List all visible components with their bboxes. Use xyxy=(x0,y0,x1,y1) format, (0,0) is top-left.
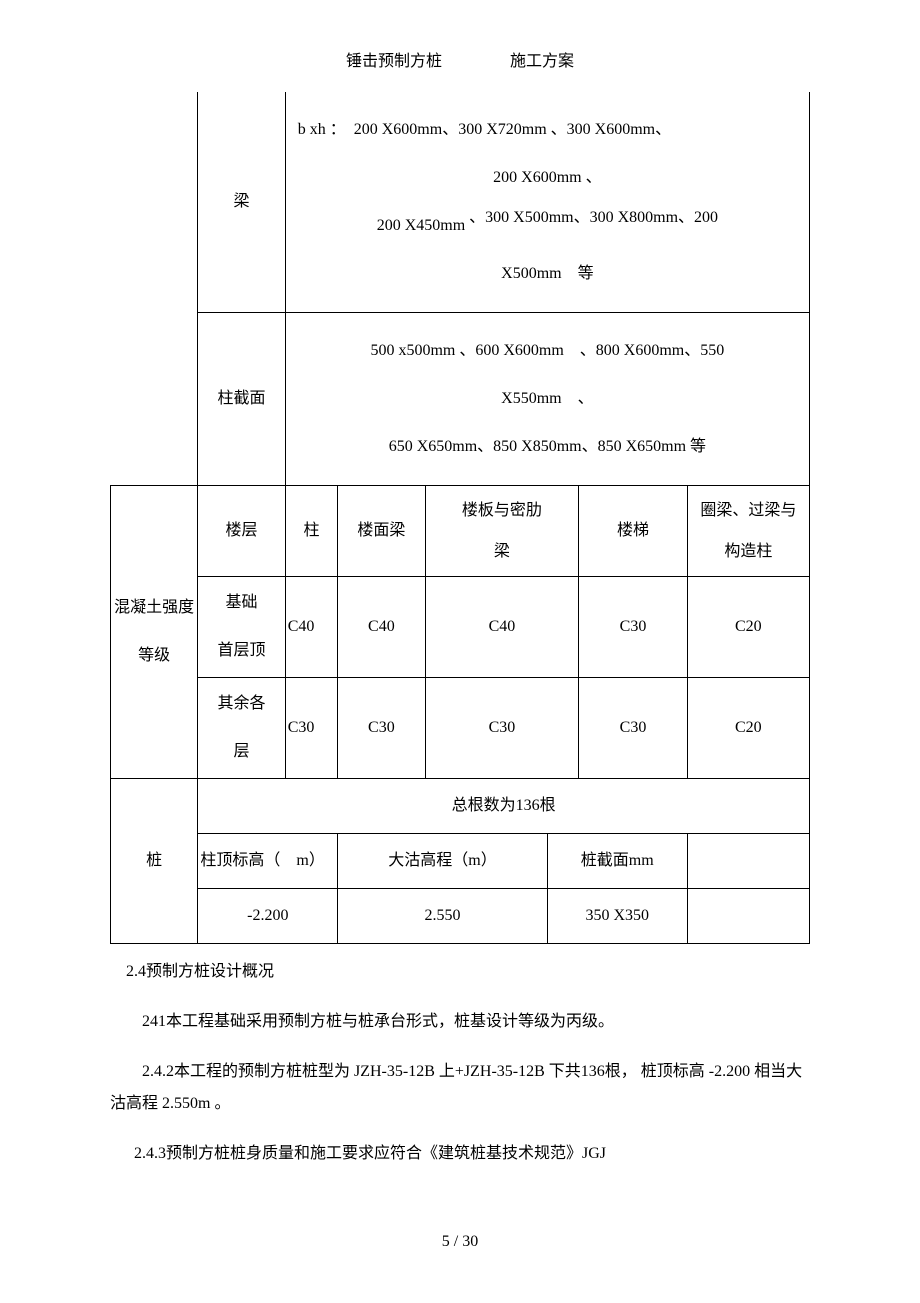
column-section-content: 500 x500mm 、600 X600mm 、800 X600mm、550 X… xyxy=(285,313,809,486)
beam-line3: 200 X450mm 、300 X500mm、300 X800mm、200 xyxy=(292,202,803,250)
column-section-label: 柱截面 xyxy=(198,313,285,486)
concrete-h-beam: 楼面梁 xyxy=(338,486,425,577)
concrete-h-slab: 楼板与密肋 梁 xyxy=(425,486,579,577)
empty-cell xyxy=(111,92,198,486)
paragraph-3: 2.4.2本工程的预制方桩桩型为 JZH-35-12B 上+JZH-35-12B… xyxy=(110,1056,810,1120)
concrete-r1-v4: C30 xyxy=(579,577,687,678)
beam-label: 梁 xyxy=(198,92,285,313)
main-table: 梁 b xh ： 200 X600mm、300 X720mm 、300 X600… xyxy=(110,92,810,944)
beam-content: b xh ： 200 X600mm、300 X720mm 、300 X600mm… xyxy=(285,92,809,313)
concrete-r1-v3: C40 xyxy=(425,577,579,678)
colsec-line2: X550mm 、 xyxy=(292,375,803,423)
page-footer: 5 / 30 xyxy=(110,1230,810,1254)
concrete-r1-v2: C40 xyxy=(338,577,425,678)
beam-line4: X500mm 等 xyxy=(292,250,803,298)
concrete-r2-v5: C20 xyxy=(687,678,809,779)
concrete-r1-v1: C40 xyxy=(285,577,337,678)
concrete-h-floor: 楼层 xyxy=(198,486,285,577)
concrete-h-ring: 圈梁、过梁与 构造柱 xyxy=(687,486,809,577)
pile-h3: 桩截面mm xyxy=(547,834,687,889)
beam-line3-left: 200 X450mm xyxy=(377,202,465,250)
pile-v3: 350 X350 xyxy=(547,889,687,944)
page-header: 锤击预制方桩 施工方案 xyxy=(110,50,810,74)
concrete-h-stair: 楼梯 xyxy=(579,486,687,577)
colsec-line1: 500 x500mm 、600 X600mm 、800 X600mm、550 xyxy=(292,327,803,375)
concrete-r2-v1: C30 xyxy=(285,678,337,779)
concrete-r1-v5: C20 xyxy=(687,577,809,678)
beam-line1: b xh ： 200 X600mm、300 X720mm 、300 X600mm… xyxy=(292,106,803,154)
pile-rowlabel: 桩 xyxy=(111,779,198,944)
concrete-r2-v4: C30 xyxy=(579,678,687,779)
pile-h2: 大沽高程（m） xyxy=(338,834,548,889)
pile-v2: 2.550 xyxy=(338,889,548,944)
pile-v-empty xyxy=(687,889,809,944)
concrete-r2-v2: C30 xyxy=(338,678,425,779)
concrete-r2-label: 其余各 层 xyxy=(198,678,285,779)
pile-v1: -2.200 xyxy=(198,889,338,944)
pile-total: 总根数为136根 xyxy=(198,779,810,834)
header-left: 锤击预制方桩 xyxy=(346,53,442,70)
concrete-r1-label: 基础 首层顶 xyxy=(198,577,285,678)
paragraph-4: 2.4.3预制方桩桩身质量和施工要求应符合《建筑桩基技术规范》JGJ xyxy=(110,1138,810,1170)
concrete-r2-v3: C30 xyxy=(425,678,579,779)
header-right: 施工方案 xyxy=(510,53,574,70)
concrete-h-col: 柱 xyxy=(285,486,337,577)
paragraph-1: 2.4预制方桩设计概况 xyxy=(110,956,810,988)
pile-h1: 柱顶标高（ m） xyxy=(198,834,338,889)
concrete-rowlabel: 混凝土强度等级 xyxy=(111,486,198,779)
paragraph-2: 241本工程基础采用预制方桩与桩承台形式，桩基设计等级为丙级。 xyxy=(110,1006,810,1038)
colsec-line3: 650 X650mm、850 X850mm、850 X650mm 等 xyxy=(292,423,803,471)
pile-h-empty xyxy=(687,834,809,889)
beam-line3-right: 、300 X500mm、300 X800mm、200 xyxy=(469,194,718,242)
